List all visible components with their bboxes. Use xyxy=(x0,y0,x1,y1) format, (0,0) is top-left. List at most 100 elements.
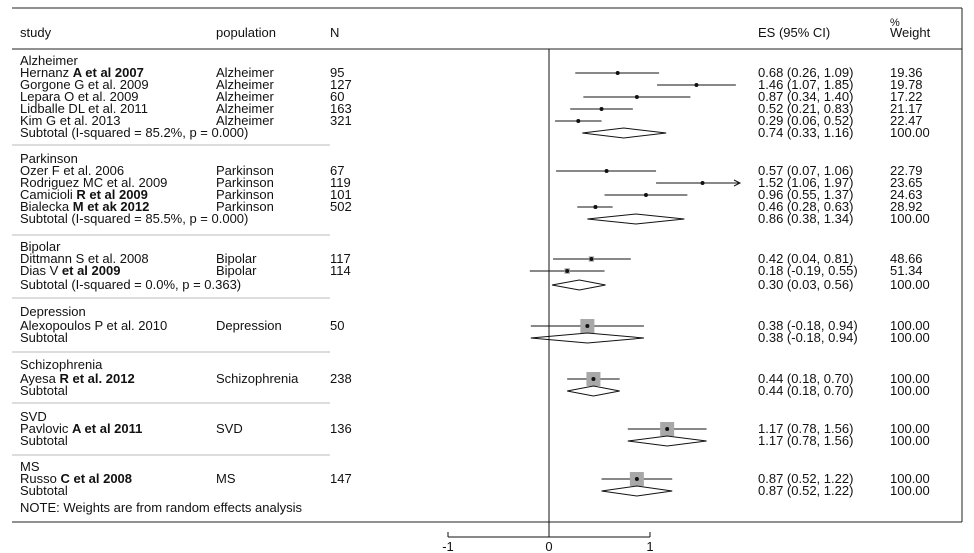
study-label: Bialecka M et ak 2012 xyxy=(20,199,149,214)
study-label: Dittmann S et al. 2008 xyxy=(20,251,149,266)
study-es-ci: 0.68 (0.26, 1.09) xyxy=(758,65,853,80)
study-n: 136 xyxy=(330,421,352,436)
study-es-ci: 0.29 (0.06, 0.52) xyxy=(758,113,853,128)
study-es-ci: 1.17 (0.78, 1.56) xyxy=(758,421,853,436)
study-n: 67 xyxy=(330,163,344,178)
study-population: Parkinson xyxy=(216,187,274,202)
study-es-ci: 1.46 (1.07, 1.85) xyxy=(758,77,853,92)
study-weight: 100.00 xyxy=(890,421,930,436)
study-population: Parkinson xyxy=(216,175,274,190)
study-author: Bialecka xyxy=(20,199,73,214)
study-label: Ozer F et al. 2006 xyxy=(20,163,124,178)
subtotal-es-ci: 0.86 (0.38, 1.34) xyxy=(758,211,853,226)
study-population: Alzheimer xyxy=(216,113,274,128)
column-headers: study population N ES (95% CI) % Weight xyxy=(20,17,931,40)
study-label: Lidballe DL et al. 2011 xyxy=(20,101,148,116)
study-weight: 51.34 xyxy=(890,263,923,278)
study-weight: 24.63 xyxy=(890,187,923,202)
study-es-ci: 1.52 (1.06, 1.97) xyxy=(758,175,853,190)
group-label: Alzheimer xyxy=(20,53,78,68)
group-bipolar: Bipolar Dittmann S et al. 2008 Bipolar 117 0… xyxy=(20,239,930,292)
study-label: Kim G et al. 2013 xyxy=(20,113,120,128)
study-author: Lepara O et al. 2009 xyxy=(20,89,139,104)
study-es-ci: 0.57 (0.07, 1.06) xyxy=(758,163,853,178)
x-tick-label: 0 xyxy=(545,539,552,553)
study-weight: 48.66 xyxy=(890,251,923,266)
study-n: 60 xyxy=(330,89,344,104)
study-author-bold: R et al 2009 xyxy=(76,187,148,202)
study-es-ci: 0.44 (0.18, 0.70) xyxy=(758,371,853,386)
header-weight-pct: % xyxy=(890,17,900,29)
header-n: N xyxy=(330,25,339,40)
header-study: study xyxy=(20,25,52,40)
study-n: 101 xyxy=(330,187,352,202)
subtotal-label: Subtotal xyxy=(20,483,68,498)
study-n: 114 xyxy=(330,263,351,278)
study-weight: 100.00 xyxy=(890,371,930,386)
study-n: 117 xyxy=(330,251,351,266)
subtotal-weight: 100.00 xyxy=(890,125,930,140)
study-weight: 28.92 xyxy=(890,199,923,214)
study-n: 238 xyxy=(330,371,352,386)
study-author: Rodriguez MC et al. 2009 xyxy=(20,175,167,190)
subtotal-diamond xyxy=(587,213,685,225)
study-author: Alexopoulos P et al. 2010 xyxy=(20,318,167,333)
study-author: Ozer F et al. 2006 xyxy=(20,163,124,178)
study-label: Ayesa R et al. 2012 xyxy=(20,371,135,386)
study-weight: 100.00 xyxy=(890,318,930,333)
study-population: Bipolar xyxy=(216,251,257,266)
study-population: Bipolar xyxy=(216,263,257,278)
study-author: Gorgone G et al. 2009 xyxy=(20,77,149,92)
study-author-bold: C et al 2008 xyxy=(60,471,132,486)
subtotal-label: Subtotal xyxy=(20,330,68,345)
study-author-bold: A et al 2011 xyxy=(72,421,142,436)
study-label: Russo C et al 2008 xyxy=(20,471,132,486)
study-weight: 22.79 xyxy=(890,163,923,178)
study-point xyxy=(589,257,594,261)
group-parkinson: Parkinson Ozer F et al. 2006 Parkinson 67 0.… xyxy=(20,151,930,226)
x-tick-label: 1 xyxy=(646,539,653,553)
study-author: Dias V xyxy=(20,263,62,278)
study-point xyxy=(634,95,639,99)
study-weight: 21.17 xyxy=(890,101,923,116)
group-label: Depression xyxy=(20,304,86,319)
study-n: 321 xyxy=(330,113,352,128)
study-author: Hernanz xyxy=(20,65,73,80)
study-weight: 17.22 xyxy=(890,89,923,104)
subtotal-diamond xyxy=(627,435,707,447)
study-label: Rodriguez MC et al. 2009 xyxy=(20,175,167,190)
study-author: Russo xyxy=(20,471,60,486)
study-es-ci: 0.87 (0.52, 1.22) xyxy=(758,471,853,486)
subtotal-es-ci: 0.87 (0.52, 1.22) xyxy=(758,483,853,498)
footnote: NOTE: Weights are from random effects an… xyxy=(20,500,303,515)
study-es-ci: 0.42 (0.04, 0.81) xyxy=(758,251,853,266)
subtotal-es-ci: 0.30 (0.03, 0.56) xyxy=(758,277,853,292)
study-label: Hernanz A et al 2007 xyxy=(20,65,144,80)
study-population: Alzheimer xyxy=(216,89,274,104)
study-label: Lepara O et al. 2009 xyxy=(20,89,139,104)
study-point xyxy=(665,427,670,431)
subtotal-diamond xyxy=(530,332,644,344)
subtotal-label: Subtotal xyxy=(20,433,68,448)
study-n: 50 xyxy=(330,318,344,333)
study-population: MS xyxy=(216,471,236,486)
study-weight: 19.36 xyxy=(890,65,923,80)
study-n: 119 xyxy=(330,175,351,190)
study-point xyxy=(599,107,604,111)
study-es-ci: 0.96 (0.55, 1.37) xyxy=(758,187,853,202)
subtotal-weight: 100.00 xyxy=(890,483,930,498)
study-point xyxy=(593,205,598,209)
study-point xyxy=(700,181,705,185)
subtotal-weight: 100.00 xyxy=(890,433,930,448)
subtotal-es-ci: 0.74 (0.33, 1.16) xyxy=(758,125,853,140)
study-author-bold: M et ak 2012 xyxy=(73,199,150,214)
subtotal-diamond xyxy=(601,485,673,497)
study-label: Dias V et al 2009 xyxy=(20,263,120,278)
x-tick-label: -1 xyxy=(442,539,454,553)
study-es-ci: 0.18 (-0.19, 0.55) xyxy=(758,263,858,278)
